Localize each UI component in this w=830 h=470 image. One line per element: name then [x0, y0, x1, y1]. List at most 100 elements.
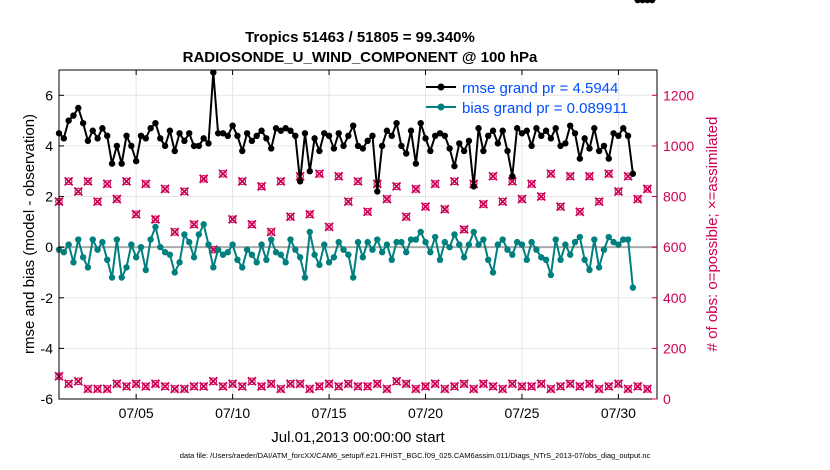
- bias-point-112: [595, 264, 603, 271]
- x-axis-ticks: 07/05 07/10 07/15 07/20 07/25 07/30: [119, 70, 636, 421]
- count-low-marker-23: [276, 384, 286, 394]
- count-low-marker-46: [498, 384, 508, 394]
- rmse-point-84: [460, 147, 468, 155]
- count-low-marker-53-ring: [566, 380, 574, 388]
- count-high-marker-14-ring: [190, 220, 198, 229]
- bias-point-88: [480, 236, 487, 243]
- count-low-marker-1: [64, 379, 74, 389]
- rmse-point-62: [354, 142, 362, 150]
- rmse-point-10: [104, 132, 111, 139]
- rmse-point-26: [181, 137, 188, 145]
- bias-point-89: [485, 256, 492, 264]
- bias-point-51: [301, 274, 309, 281]
- count-low-marker-18: [227, 379, 238, 389]
- bias-point-73: [407, 236, 415, 243]
- x-tick-label-3: 07/20: [408, 405, 443, 421]
- rmse-point-86: [470, 183, 477, 190]
- count-low-marker-43-ring: [469, 385, 478, 393]
- count-high-marker-54: [575, 207, 585, 217]
- count-low-marker-11: [160, 381, 170, 391]
- count-high-marker-34-ring: [383, 195, 391, 203]
- count-low-marker-22-ring: [267, 380, 275, 388]
- count-low-marker-35: [391, 376, 402, 386]
- count-high-marker-56: [594, 196, 604, 207]
- count-high-marker-17: [218, 169, 228, 179]
- count-low-marker-9-ring: [142, 382, 150, 391]
- rmse-point-88: [480, 147, 487, 155]
- count-high-marker-23-ring: [277, 177, 285, 186]
- bias-point-101: [542, 256, 550, 264]
- count-high-marker-22-ring: [267, 228, 275, 236]
- count-high-marker-36-ring: [402, 212, 411, 221]
- count-high-marker-37-ring: [412, 185, 420, 193]
- count-high-marker-18: [227, 214, 238, 224]
- count-high-marker-60-ring: [633, 195, 642, 203]
- bias-point-85: [465, 241, 473, 248]
- rmse-point-18: [142, 135, 150, 142]
- count-low-marker-50-ring: [537, 380, 546, 388]
- rmse-point-107: [571, 130, 579, 137]
- count-low-marker-10: [150, 379, 161, 389]
- count-high-marker-21: [256, 181, 267, 192]
- count-low-marker-21: [256, 381, 267, 391]
- bias-point-109: [581, 256, 588, 264]
- rmse-point-69: [388, 132, 395, 139]
- count-high-marker-51: [546, 169, 556, 179]
- rmse-point-72: [403, 150, 410, 157]
- rmse-point-50: [296, 178, 304, 185]
- rmse-point-37: [234, 132, 241, 139]
- count-high-marker-46: [498, 196, 508, 207]
- rmse-point-58: [335, 130, 342, 137]
- rmse-point-51: [301, 130, 309, 137]
- rmse-point-109: [581, 135, 588, 142]
- count-low-marker-55: [584, 379, 595, 389]
- rmse-point-6: [84, 137, 92, 145]
- count-high-marker-4: [92, 196, 103, 207]
- count-high-marker-7: [121, 176, 132, 186]
- bias-point-87: [475, 241, 482, 248]
- rmse-point-23: [166, 127, 174, 134]
- counts-high-series: [54, 169, 652, 255]
- bias-point-71: [398, 238, 405, 246]
- bias-point-54: [316, 261, 323, 269]
- rmse-point-66: [374, 188, 381, 195]
- rmse-point-97: [523, 127, 530, 134]
- rmse-point-8: [94, 135, 101, 142]
- rmse-series: [55, 0, 656, 195]
- count-low-marker-25: [295, 379, 305, 389]
- legend-rmse-label: rmse grand pr = 4.5944: [462, 80, 618, 97]
- count-low-marker-46-ring: [498, 385, 507, 393]
- count-high-marker-48-ring: [518, 195, 526, 203]
- count-low-marker-47: [507, 379, 517, 389]
- bias-point-35: [224, 249, 231, 256]
- chart-title-line2: RADIOSONDE_U_WIND_COMPONENT @ 100 hPa: [183, 49, 538, 66]
- bias-point-47: [282, 259, 289, 266]
- count-high-marker-56-ring: [595, 197, 603, 206]
- count-high-marker-35: [391, 181, 402, 192]
- bias-point-28: [190, 254, 198, 261]
- count-low-marker-38-ring: [421, 382, 430, 391]
- count-high-marker-9: [141, 179, 151, 189]
- count-high-marker-9-ring: [142, 180, 150, 188]
- count-high-marker-40: [440, 204, 450, 214]
- count-low-marker-14: [189, 381, 199, 391]
- bias-point-62: [354, 238, 362, 246]
- rmse-point-80: [441, 132, 449, 139]
- count-high-marker-46-ring: [498, 197, 507, 206]
- count-low-marker-48: [517, 381, 527, 391]
- rmse-point-96: [518, 130, 526, 137]
- bias-point-68: [383, 241, 391, 248]
- count-low-marker-57: [604, 381, 614, 391]
- count-low-marker-37-ring: [412, 385, 420, 393]
- count-high-marker-32: [363, 207, 373, 217]
- count-low-marker-59-ring: [624, 385, 632, 393]
- bias-point-41: [253, 259, 260, 266]
- rmse-point-31: [205, 140, 212, 147]
- count-low-marker-53: [565, 379, 575, 389]
- rmse-point-92: [499, 127, 506, 134]
- rmse-point-4: [75, 104, 82, 112]
- bias-point-19: [147, 236, 154, 243]
- count-high-marker-61: [642, 184, 652, 194]
- rmse-point-73: [407, 127, 415, 134]
- count-low-marker-31-ring: [354, 382, 362, 391]
